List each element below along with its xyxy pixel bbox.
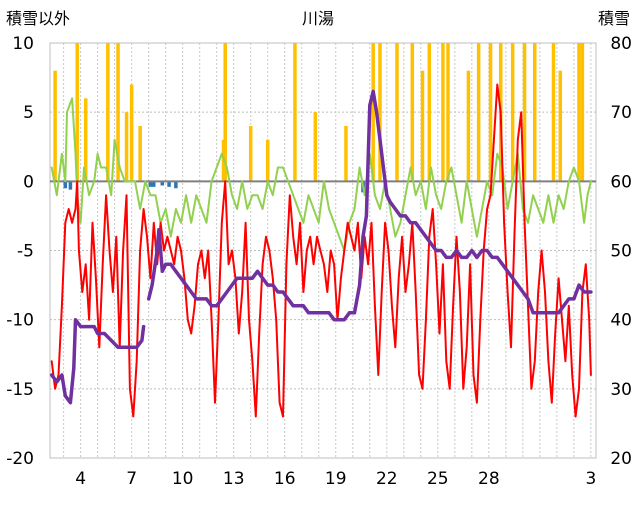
snowfall-bar (129, 84, 134, 182)
snowfall-bar (223, 43, 227, 182)
plot-frame (49, 42, 597, 459)
snowfall-bar (427, 43, 432, 182)
snowfall-bar (522, 43, 527, 182)
snowfall-bar (106, 43, 110, 182)
right-tick-label: 50 (610, 242, 632, 262)
x-tick-label: 10 (172, 469, 194, 489)
left-tick-label: -20 (6, 449, 34, 469)
right-tick-label: 30 (610, 380, 632, 400)
rain-bar (160, 181, 165, 186)
snowfall-bar (75, 43, 79, 182)
snowfall-bar (395, 43, 399, 182)
snowfall-bar (441, 43, 445, 182)
left-axis-label: 積雪以外 (6, 9, 70, 28)
snowfall-bar (138, 126, 142, 182)
snowfall-bar (124, 112, 129, 182)
snow_depth-line (146, 89, 593, 322)
right-axis-label: 積雪 (598, 9, 630, 28)
left-tick-label: 0 (23, 172, 34, 192)
rain-bar (68, 181, 73, 190)
snowfall-bar (466, 70, 471, 182)
rain-bar (148, 181, 153, 187)
snowfall-bar (378, 43, 382, 182)
left-tick-label: -5 (17, 242, 34, 262)
right-tick-label: 60 (610, 172, 632, 192)
min_temp-line (50, 83, 592, 418)
x-tick-label: 13 (223, 469, 245, 489)
x-tick-label: 7 (126, 469, 137, 489)
snowfall-bar (344, 126, 348, 182)
x-tick-label: 28 (478, 469, 500, 489)
left-tick-label: 10 (12, 34, 34, 54)
left-tick-label: -10 (6, 311, 34, 331)
right-tick-label: 40 (610, 311, 632, 331)
x-tick-label: 19 (325, 469, 347, 489)
snowfall-bar (410, 43, 415, 182)
snowfall-bar (53, 70, 57, 182)
rain-bar (152, 181, 156, 187)
rain-bar (63, 181, 68, 189)
rain-bar (174, 181, 178, 189)
snowfall-bar (293, 43, 297, 182)
snowfall-bar (420, 70, 425, 182)
x-tick-label: 16 (274, 469, 296, 489)
x-tick-label: 25 (427, 469, 449, 489)
max_temp-line (50, 97, 592, 252)
line-layer (49, 83, 596, 418)
snowfall-bar (116, 43, 120, 182)
x-tick-label: 3 (585, 469, 596, 489)
x-tick-label: 4 (75, 469, 86, 489)
snowfall-bar (510, 43, 515, 182)
chart-title: 川湯 (302, 9, 334, 28)
snowfall-bar (577, 43, 581, 182)
snow_depth-line (49, 317, 146, 405)
left-tick-label: -15 (6, 380, 34, 400)
x-tick-label: 22 (376, 469, 398, 489)
snowfall-bar (446, 43, 450, 182)
left-tick-label: 5 (23, 103, 34, 123)
grid (49, 42, 597, 459)
snowfall-bar (580, 43, 585, 182)
snowfall-bar (265, 139, 270, 182)
snowfall-bar (371, 43, 375, 182)
snowfall-bar (83, 98, 88, 182)
right-tick-label: 20 (610, 449, 632, 469)
snowfall-bar (558, 70, 563, 182)
right-tick-label: 70 (610, 103, 632, 123)
snowfall-bar (551, 43, 556, 182)
snowfall-bar (488, 43, 493, 182)
snowfall-bar (313, 112, 318, 182)
snowfall-bar (476, 43, 481, 182)
snowfall-bar (533, 43, 537, 182)
snowfall-bar (248, 126, 253, 182)
right-tick-label: 80 (610, 34, 632, 54)
rain-bar (167, 181, 171, 187)
